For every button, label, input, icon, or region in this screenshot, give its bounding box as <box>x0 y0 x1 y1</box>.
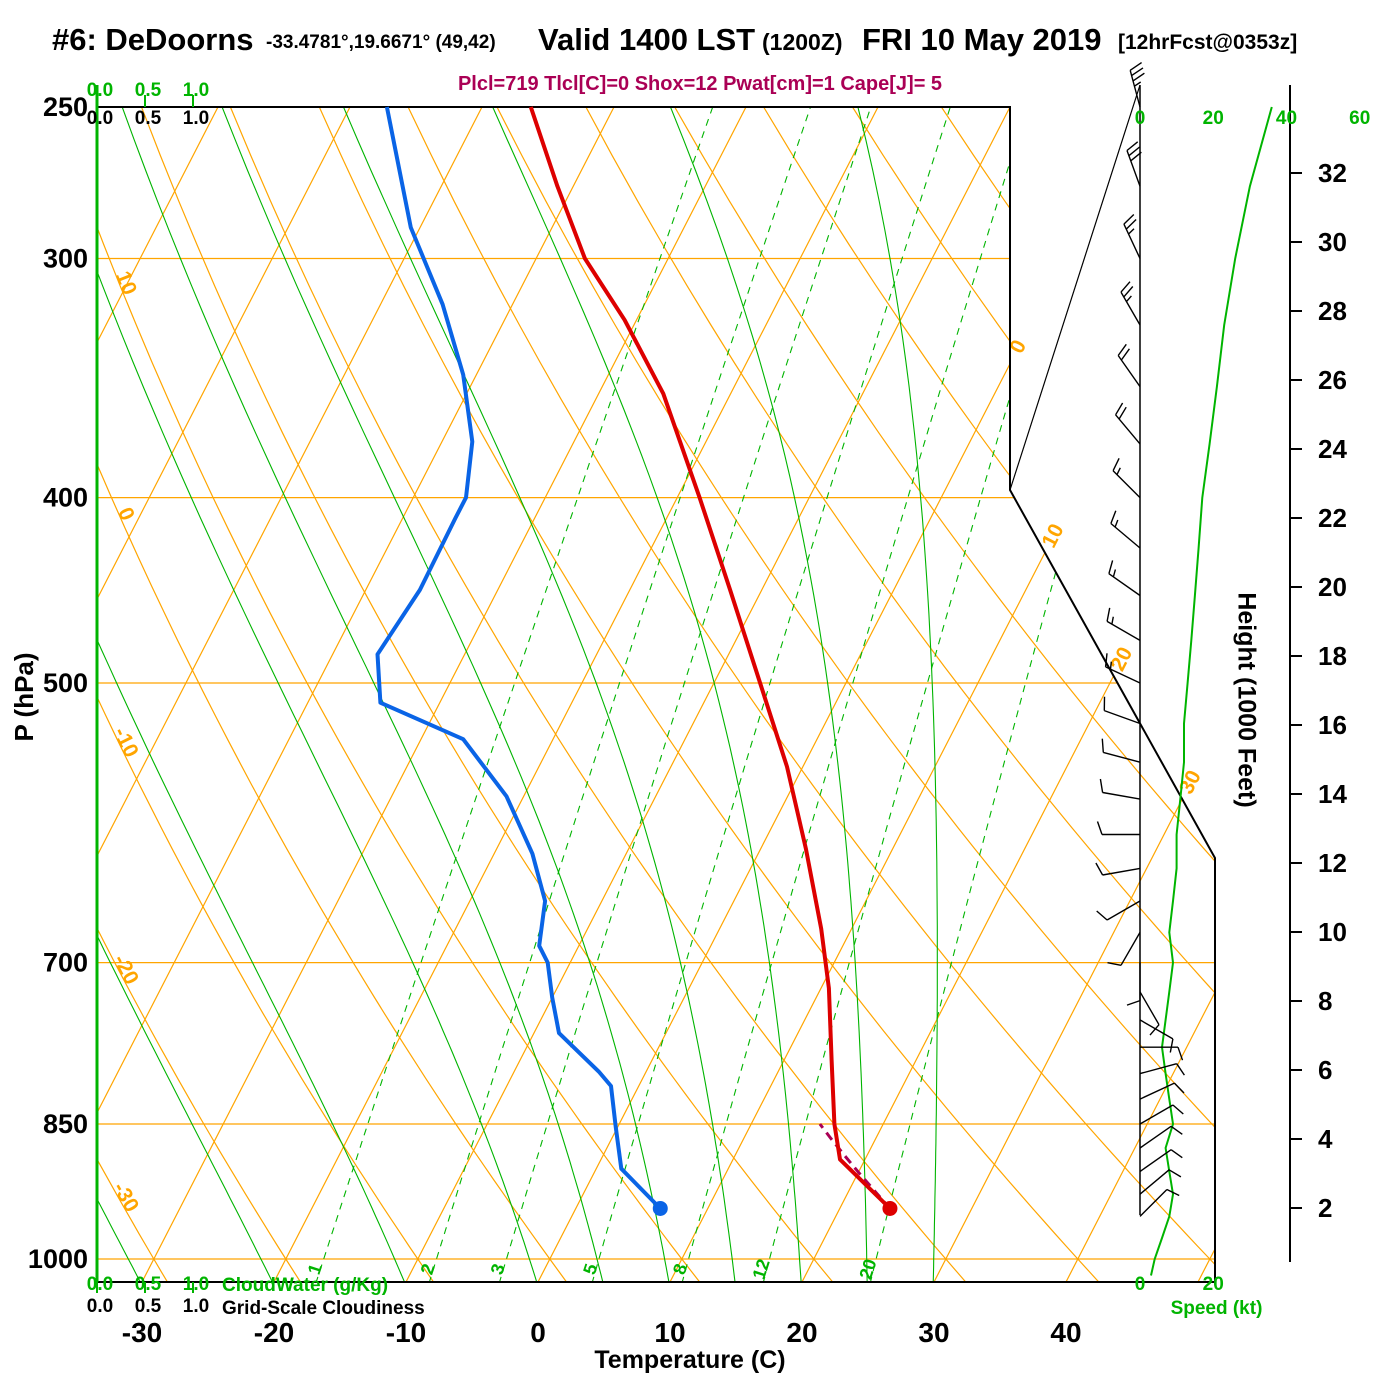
pressure-tick-label: 850 <box>43 1109 88 1139</box>
dry-adiabat-label: -20 <box>109 951 143 989</box>
temperature-curve <box>528 106 892 1210</box>
cloudwater-tick-label: 1.0 <box>183 80 209 101</box>
height-tick-label: 16 <box>1318 710 1347 740</box>
temperature-axis-label: Temperature (C) <box>594 1346 786 1374</box>
dry-adiabat-label: -30 <box>108 1178 143 1216</box>
height-tick-label: 12 <box>1318 848 1347 878</box>
cloudwater-tick-label: 0.5 <box>135 80 162 101</box>
mixing-ratio-label: 2 <box>417 1261 439 1277</box>
height-tick-label: 20 <box>1318 572 1347 602</box>
station-title: #6: DeDoorns <box>52 22 254 57</box>
height-tick-label: 14 <box>1318 779 1347 809</box>
cloudwater-scale-label: CloudWater (g/Kg) <box>222 1275 389 1296</box>
mixing-ratio-label: 20 <box>855 1257 880 1282</box>
temperature-tick-label: -10 <box>386 1317 426 1348</box>
height-tick-label: 4 <box>1318 1124 1333 1154</box>
temperature-tick-label: -30 <box>122 1317 162 1348</box>
station-coords: -33.4781°,19.6671° (49,42) <box>266 32 496 53</box>
speed-tick-label: 40 <box>1276 108 1297 129</box>
dry-adiabat-label: 0 <box>113 504 139 524</box>
mixing-ratio-label: 3 <box>487 1261 509 1277</box>
cloudwater-tick-label: 0.0 <box>87 80 113 101</box>
surface-temperature-dot <box>882 1200 898 1216</box>
skewt-grid <box>97 107 1215 1282</box>
cloudiness-tick-label: 1.0 <box>183 108 209 129</box>
pressure-tick-label: 250 <box>43 92 88 122</box>
cloudiness-tick-label: 0.0 <box>87 1296 113 1317</box>
height-tick-label: 26 <box>1318 365 1347 395</box>
cloudwater-tick-label: 1.0 <box>183 1274 209 1295</box>
height-axis-label: Height (1000 Feet) <box>1232 592 1261 808</box>
pressure-tick-label: 1000 <box>28 1244 88 1274</box>
height-tick-label: 22 <box>1318 503 1347 533</box>
sounding-indices-line: Plcl=719 Tlcl[C]=0 Shox=12 Pwat[cm]=1 Ca… <box>457 73 943 95</box>
wind-barbs <box>1095 62 1185 1217</box>
speed-tick-label: 20 <box>1203 108 1224 129</box>
moist-adiabats-and-mixing-lines <box>97 107 1188 1282</box>
mixing-ratio-label: 8 <box>669 1261 691 1277</box>
pressure-tick-label: 700 <box>43 948 88 978</box>
temperature-tick-label: 10 <box>654 1317 685 1348</box>
dewpoint-curve <box>375 106 662 1210</box>
temperature-tick-label: 20 <box>786 1317 817 1348</box>
speed-tick-label: 0 <box>1135 1274 1146 1295</box>
speed-tick-label: 20 <box>1203 1274 1224 1295</box>
height-tick-label: 10 <box>1318 917 1347 947</box>
temperature-tick-label: 40 <box>1050 1317 1081 1348</box>
pressure-tick-label: 500 <box>43 668 88 698</box>
cloudiness-tick-label: 0.0 <box>87 108 113 129</box>
cloudiness-scale-label: Grid-Scale Cloudiness <box>222 1298 425 1319</box>
temperature-tick-label: 30 <box>918 1317 949 1348</box>
height-tick-label: 24 <box>1318 434 1347 464</box>
height-tick-label: 2 <box>1318 1193 1332 1223</box>
speed-axis-label: Speed (kt) <box>1170 1298 1263 1319</box>
height-tick-label: 18 <box>1318 641 1347 671</box>
height-tick-label: 8 <box>1318 986 1332 1016</box>
height-tick-label: 32 <box>1318 158 1347 188</box>
dry-adiabat-label: 10 <box>111 268 141 298</box>
forecast-tag: [12hrFcst@0353z] <box>1118 31 1298 54</box>
height-tick-label: 28 <box>1318 296 1347 326</box>
speed-tick-label: 0 <box>1135 108 1146 129</box>
valid-time: Valid 1400 LST <box>538 22 756 57</box>
cloudiness-tick-label: 0.5 <box>135 108 162 129</box>
cloudwater-tick-label: 0.0 <box>87 1274 113 1295</box>
temperature-tick-label: 0 <box>530 1317 546 1348</box>
sounding-curves <box>375 106 898 1216</box>
pressure-tick-label: 300 <box>43 244 88 274</box>
cloudwater-tick-label: 0.5 <box>135 1274 162 1295</box>
valid-date: FRI 10 May 2019 <box>862 22 1102 57</box>
temperature-tick-label: -20 <box>254 1317 294 1348</box>
cloudiness-tick-label: 1.0 <box>183 1296 209 1317</box>
height-tick-label: 6 <box>1318 1055 1332 1085</box>
mixing-ratio-label: 12 <box>749 1257 774 1282</box>
pressure-tick-label: 400 <box>43 483 88 513</box>
valid-zulu-time: (1200Z) <box>762 29 843 55</box>
height-tick-label: 30 <box>1318 227 1347 257</box>
surface-dewpoint-dot <box>652 1200 668 1216</box>
speed-tick-label: 60 <box>1349 108 1370 129</box>
pressure-axis-label: P (hPa) <box>9 652 39 742</box>
cloudiness-tick-label: 0.5 <box>135 1296 162 1317</box>
speed-profile-curve <box>1150 106 1273 1276</box>
